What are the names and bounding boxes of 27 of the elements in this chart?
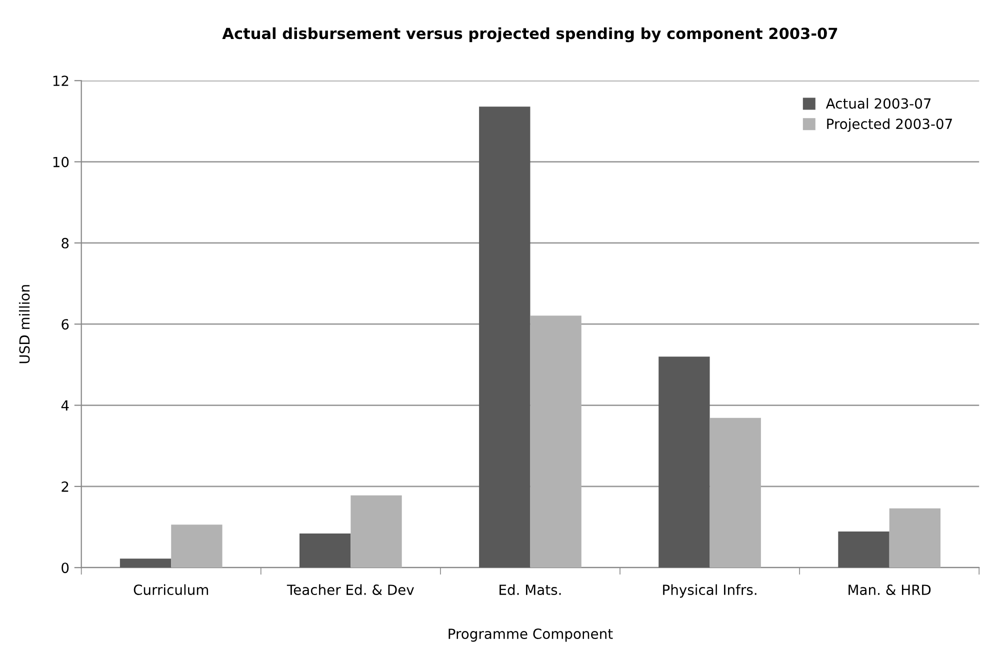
bar (889, 508, 940, 568)
legend-label: Projected 2003-07 (827, 118, 952, 132)
x-tick-label: Curriculum (134, 584, 208, 596)
bar (120, 558, 172, 568)
bar (300, 534, 351, 568)
y-tick-label: 10 (53, 156, 69, 168)
bar (838, 531, 890, 568)
x-axis-title: Programme Component (448, 628, 613, 642)
bar (171, 524, 222, 568)
y-tick-label: 2 (62, 481, 68, 492)
x-tick-label: Physical Infrs. (663, 584, 756, 598)
bar (530, 316, 582, 568)
y-tick-label: 8 (62, 238, 69, 248)
bar (710, 418, 761, 568)
y-tick-label: 12 (53, 76, 68, 86)
x-tick-label: Ed. Mats. (500, 584, 561, 596)
y-axis-title: USD million (18, 285, 30, 364)
x-tick-label: Man. & HRD (848, 584, 931, 596)
y-tick-label: 0 (62, 562, 69, 574)
x-tick-label: Teacher Ed. & Dev (286, 584, 414, 596)
bar (350, 495, 402, 568)
bar (658, 356, 710, 568)
y-tick-label: 6 (62, 319, 69, 330)
y-tick-label: 4 (61, 400, 69, 411)
bar (479, 106, 530, 568)
legend-label: Actual 2003-07 (826, 98, 931, 109)
chart-title: Actual disbursement versus projected spending by component 2003-07 (222, 27, 838, 42)
